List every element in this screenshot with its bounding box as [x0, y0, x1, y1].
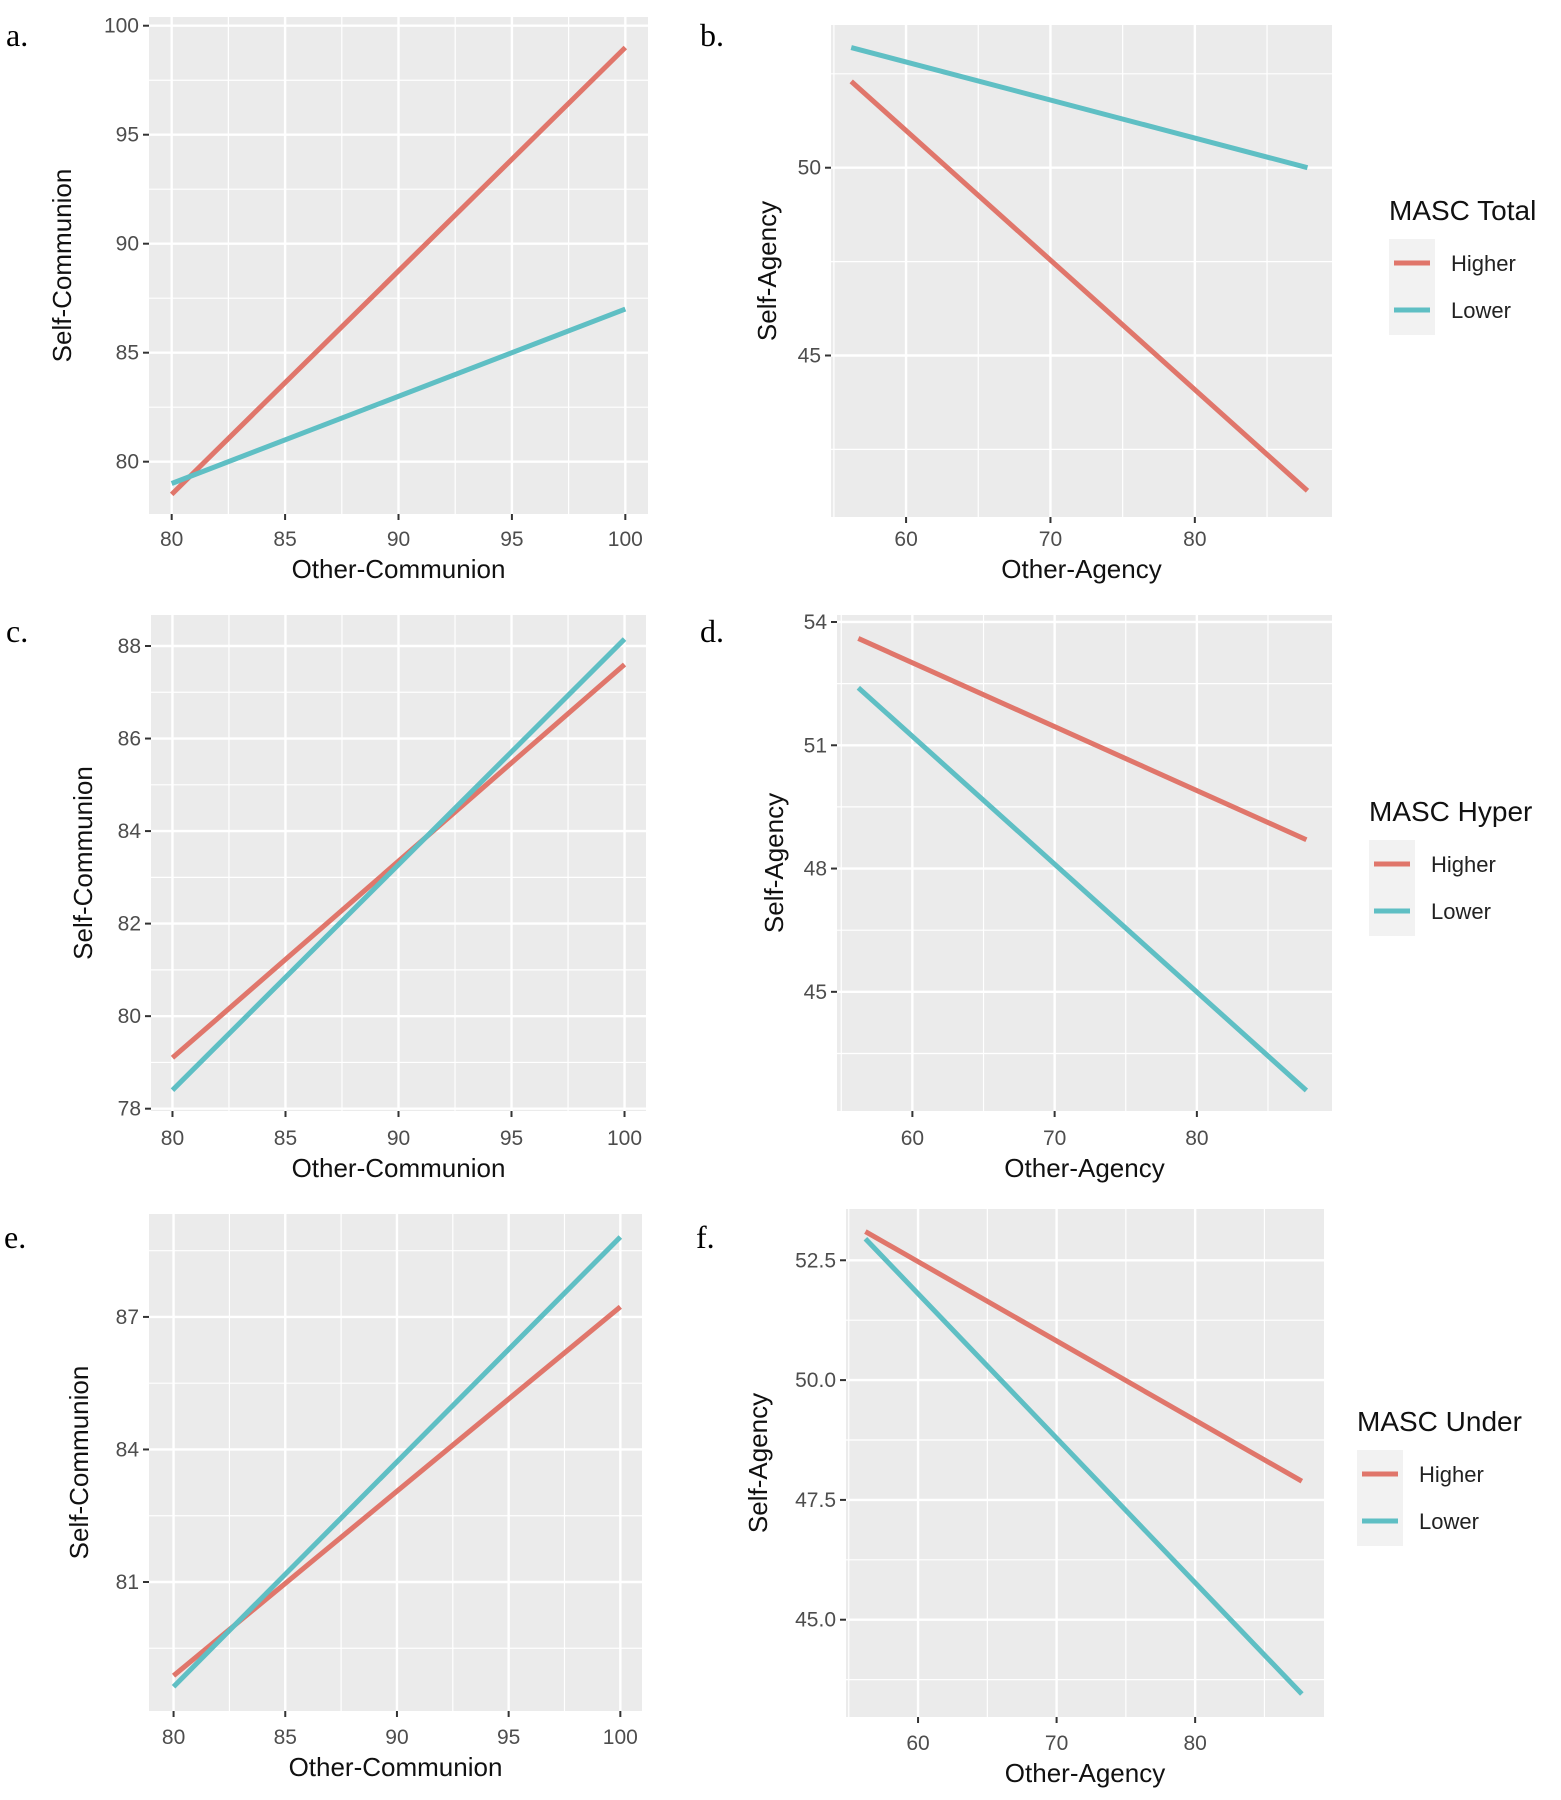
y-tick-label: 88: [118, 635, 141, 658]
y-tick-label: 95: [116, 124, 139, 147]
x-tick-label: 60: [901, 1127, 924, 1150]
legend-title: MASC Under: [1357, 1406, 1522, 1437]
panel-label: e.: [4, 1219, 26, 1255]
y-tick-label: 90: [116, 233, 139, 256]
y-tick-label: 81: [116, 1571, 139, 1594]
x-axis-label: Other-Agency: [1004, 1153, 1164, 1183]
y-tick-label: 54: [804, 611, 828, 634]
x-axis-label: Other-Communion: [292, 554, 506, 584]
panel-label: c.: [6, 613, 28, 649]
x-tick-label: 100: [607, 1127, 642, 1150]
x-axis-label: Other-Agency: [1001, 554, 1161, 584]
y-tick-label: 86: [118, 728, 141, 751]
series-line-lower: [863, 1236, 1304, 1696]
y-tick-label: 84: [116, 1438, 140, 1461]
legend-label: Higher: [1451, 251, 1516, 276]
x-tick-label: 90: [387, 1127, 410, 1150]
y-tick-label: 82: [118, 913, 141, 936]
panel-f: 60 70 80 45.0 47.5 50.0 52.5 Other-Agency Self-A…: [696, 1209, 1522, 1788]
y-tick-label: 47.5: [795, 1489, 836, 1512]
legend: MASC Total Higher Lower: [1389, 195, 1536, 335]
series-line-lower: [170, 637, 627, 1092]
legend-key-background: [1369, 840, 1415, 936]
legend: MASC Hyper Higher Lower: [1369, 796, 1532, 936]
panel-label: f.: [696, 1219, 715, 1255]
legend-key-background: [1389, 239, 1435, 335]
x-tick-label: 60: [906, 1732, 929, 1755]
x-tick-label: 80: [161, 1127, 184, 1150]
x-tick-label: 70: [1043, 1127, 1066, 1150]
legend-label: Lower: [1419, 1509, 1479, 1534]
y-tick-label: 87: [116, 1306, 139, 1329]
x-axis-label: Other-Communion: [289, 1752, 503, 1782]
x-tick-label: 80: [1183, 528, 1206, 551]
y-tick-label: 100: [104, 15, 139, 38]
series-line-lower: [170, 306, 627, 486]
legend-label: Lower: [1451, 298, 1511, 323]
series-line-lower: [171, 1235, 623, 1689]
y-tick-label: 50.0: [795, 1369, 836, 1392]
panel-label: b.: [700, 17, 724, 53]
panel-label: a.: [6, 17, 28, 53]
panel-e: 80 85 90 95 100 81 84 87 Other-Communion Self-Com…: [4, 1214, 642, 1782]
x-axis-label: Other-Communion: [292, 1153, 506, 1183]
legend-key-background: [1357, 1450, 1403, 1546]
legend: MASC Under Higher Lower: [1357, 1406, 1522, 1546]
series-line-higher: [169, 45, 628, 497]
x-tick-label: 70: [1045, 1732, 1068, 1755]
x-tick-label: 80: [162, 1726, 185, 1749]
x-tick-label: 85: [274, 1726, 297, 1749]
y-tick-label: 51: [804, 734, 827, 757]
panel-b: 60 70 80 45 50 Other-Agency Self-Agency b. MASC …: [700, 17, 1536, 584]
y-tick-label: 45: [798, 345, 821, 368]
legend-label: Higher: [1431, 852, 1496, 877]
x-tick-label: 95: [500, 528, 523, 551]
x-tick-label: 95: [500, 1127, 523, 1150]
y-axis-label: Self-Agency: [759, 793, 789, 933]
x-tick-label: 100: [608, 528, 643, 551]
x-tick-label: 80: [1183, 1732, 1206, 1755]
y-tick-label: 80: [118, 1005, 141, 1028]
x-tick-label: 100: [603, 1726, 638, 1749]
x-tick-label: 85: [273, 528, 296, 551]
legend-title: MASC Total: [1389, 195, 1536, 226]
panel-c: 80 85 90 95 100 78 80 82 84 86 88 Other-Communion Se…: [6, 613, 646, 1183]
series-line-higher: [857, 636, 1308, 843]
y-tick-label: 45: [804, 981, 827, 1004]
panel-a: 80 85 90 95 100 80 85 90 95 100 Other-Communion Sel…: [6, 15, 648, 584]
panel-d: 60 70 80 45 48 51 54 Other-Agency Self-Agency d. M…: [700, 611, 1532, 1183]
legend-label: Lower: [1431, 899, 1491, 924]
y-axis-label: Self-Communion: [68, 766, 98, 960]
y-tick-label: 80: [116, 451, 139, 474]
y-tick-label: 84: [118, 820, 142, 843]
y-tick-label: 45.0: [795, 1609, 836, 1632]
x-axis-label: Other-Agency: [1005, 1758, 1165, 1788]
series-line-lower: [850, 45, 1309, 171]
y-axis-label: Self-Communion: [64, 1366, 94, 1560]
x-tick-label: 90: [387, 528, 410, 551]
y-tick-label: 85: [116, 342, 139, 365]
x-tick-label: 85: [274, 1127, 297, 1150]
y-tick-label: 48: [804, 858, 827, 881]
series-line-lower: [856, 685, 1309, 1093]
y-tick-label: 50: [798, 157, 821, 180]
x-tick-label: 60: [894, 528, 917, 551]
plot-background: [837, 615, 1332, 1111]
series-line-higher: [864, 1229, 1304, 1484]
y-axis-label: Self-Communion: [47, 169, 77, 363]
legend-label: Higher: [1419, 1462, 1484, 1487]
x-tick-label: 70: [1039, 528, 1062, 551]
y-axis-label: Self-Agency: [743, 1393, 773, 1533]
y-axis-label: Self-Agency: [752, 201, 782, 341]
legend-title: MASC Hyper: [1369, 796, 1532, 827]
x-tick-label: 90: [385, 1726, 408, 1749]
y-tick-label: 78: [118, 1098, 141, 1121]
x-tick-label: 80: [1185, 1127, 1208, 1150]
x-tick-label: 95: [497, 1726, 520, 1749]
x-tick-label: 80: [160, 528, 183, 551]
panel-label: d.: [700, 613, 724, 649]
series-line-higher: [849, 79, 1310, 493]
y-tick-label: 52.5: [795, 1249, 836, 1272]
